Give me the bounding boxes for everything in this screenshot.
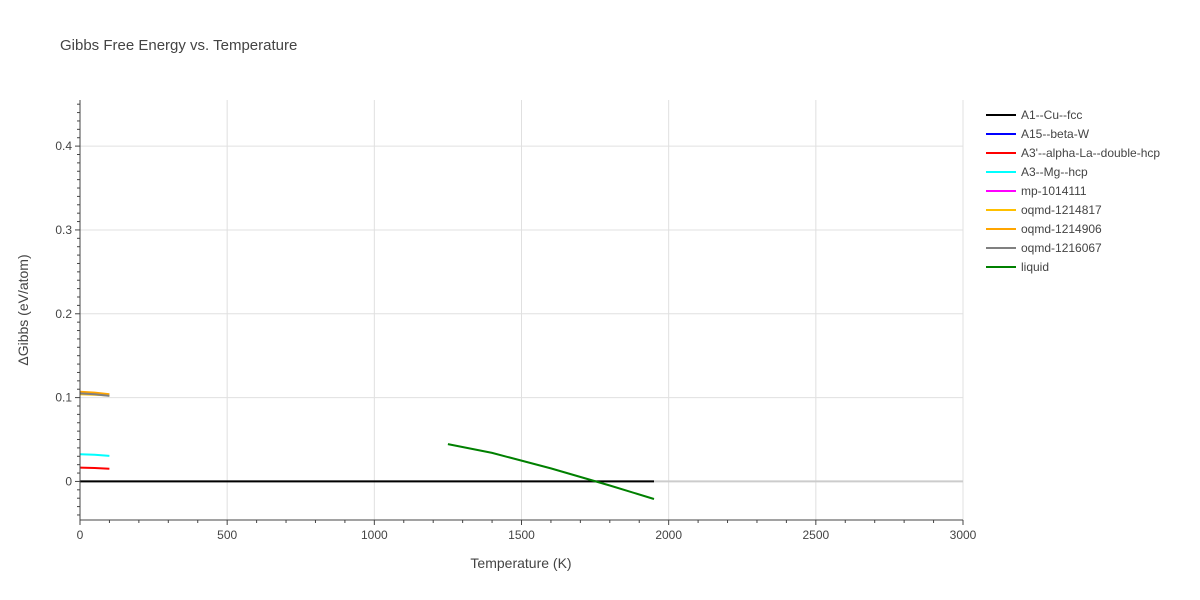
legend-item-A3'--alpha-La--double-hcp[interactable]: A3'--alpha-La--double-hcp [986,146,1160,160]
legend-label: A15--beta-W [1021,127,1090,141]
legend-item-liquid[interactable]: liquid [986,260,1049,274]
x-tick-label: 2000 [655,528,682,542]
legend-item-oqmd-1214817[interactable]: oqmd-1214817 [986,203,1102,217]
x-tick-labels: 0 500 1000 1500 2000 2500 3000 [77,528,977,542]
legend-label: oqmd-1214817 [1021,203,1102,217]
legend-item-mp-1014111[interactable]: mp-1014111 [986,184,1087,198]
x-tick-label: 1000 [361,528,388,542]
y-tick-label: 0.4 [55,139,72,153]
legend-label: oqmd-1216067 [1021,241,1102,255]
y-tick-labels: 0 0.1 0.2 0.3 0.4 [55,139,72,488]
x-tick-label: 500 [217,528,237,542]
legend-item-A1--Cu--fcc[interactable]: A1--Cu--fcc [986,108,1082,122]
legend-label: liquid [1021,260,1049,274]
y-axis-title: ΔGibbs (eV/atom) [15,254,31,365]
legend-label: A3--Mg--hcp [1021,165,1088,179]
x-tick-label: 3000 [950,528,977,542]
y-tick-label: 0.2 [55,307,72,321]
axes [75,100,964,525]
x-axis-title: Temperature (K) [470,555,571,571]
y-tick-label: 0.1 [55,391,72,405]
legend-label: oqmd-1214906 [1021,222,1102,236]
legend-item-oqmd-1216067[interactable]: oqmd-1216067 [986,241,1102,255]
legend-label: mp-1014111 [1021,184,1087,198]
series-line-liquid[interactable] [447,443,655,500]
series-line-A3'--alpha-La--double-hcp[interactable] [79,466,110,470]
legend-label: A1--Cu--fcc [1021,108,1082,122]
x-tick-label: 0 [77,528,84,542]
legend-label: A3'--alpha-La--double-hcp [1021,146,1160,160]
legend-item-A3--Mg--hcp[interactable]: A3--Mg--hcp [986,165,1088,179]
x-tick-label: 2500 [802,528,829,542]
y-tick-label: 0.3 [55,223,72,237]
y-tick-label: 0 [65,474,72,488]
series-line-oqmd-1216067[interactable] [79,392,110,397]
grid-lines [80,100,964,520]
legend[interactable]: A1--Cu--fcc A15--beta-W A3'--alpha-La--dou… [986,108,1160,274]
series-line-oqmd-1214906[interactable] [79,390,110,396]
legend-item-oqmd-1214906[interactable]: oqmd-1214906 [986,222,1102,236]
chart-title: Gibbs Free Energy vs. Temperature [60,37,297,54]
legend-item-A15--beta-W[interactable]: A15--beta-W [986,127,1090,141]
series-lines [79,390,655,500]
x-tick-label: 1500 [508,528,535,542]
series-line-A3--Mg--hcp[interactable] [79,453,110,457]
